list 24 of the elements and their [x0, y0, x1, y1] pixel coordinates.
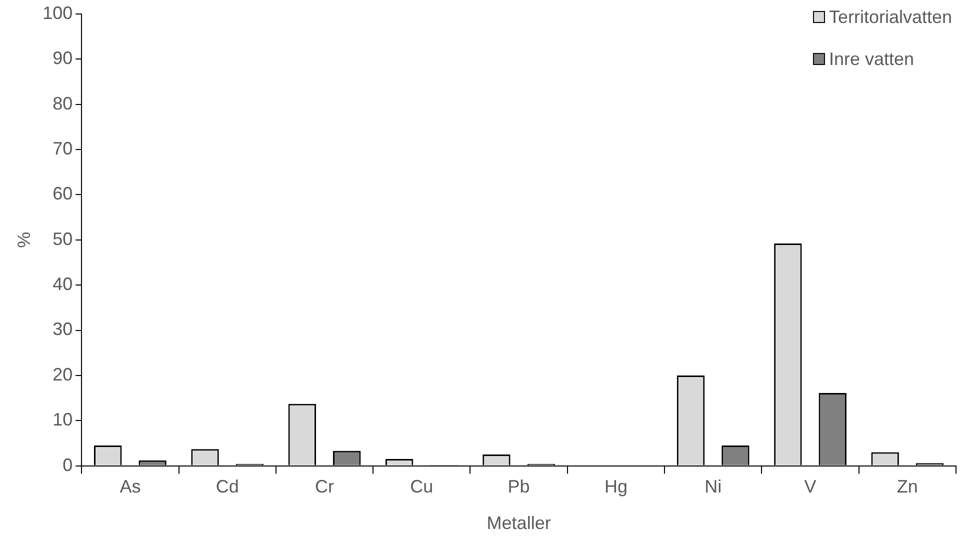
x-tick-label: V: [804, 476, 816, 497]
x-tick-label: Zn: [896, 476, 918, 497]
legend-label: Inre vatten: [828, 48, 914, 70]
x-tick-label: Pb: [508, 476, 530, 497]
y-tick-label: 70: [52, 138, 73, 159]
x-tick-label: Cd: [216, 476, 239, 497]
y-tick-label: 50: [52, 228, 73, 249]
y-tick-label: 80: [52, 93, 73, 114]
y-tick-label: 10: [52, 410, 73, 430]
y-tick-label: 30: [52, 319, 73, 340]
y-tick-label: 0: [62, 454, 73, 475]
x-tick-label: Cu: [410, 476, 434, 497]
y-tick-label: 90: [52, 48, 73, 68]
x-tick-label: Ni: [704, 476, 722, 497]
y-tick-label: 20: [52, 364, 73, 384]
y-axis-title: %: [14, 232, 34, 248]
x-tick-label: Cr: [315, 476, 334, 497]
x-tick-label: As: [120, 476, 141, 497]
x-tick-label: Hg: [604, 476, 628, 497]
y-tick-label: 100: [42, 2, 73, 23]
legend-label: Territorialvatten: [828, 6, 952, 28]
y-tick-label: 60: [52, 184, 73, 204]
y-tick-label: 40: [52, 274, 73, 294]
x-axis-title: Metaller: [486, 513, 551, 534]
